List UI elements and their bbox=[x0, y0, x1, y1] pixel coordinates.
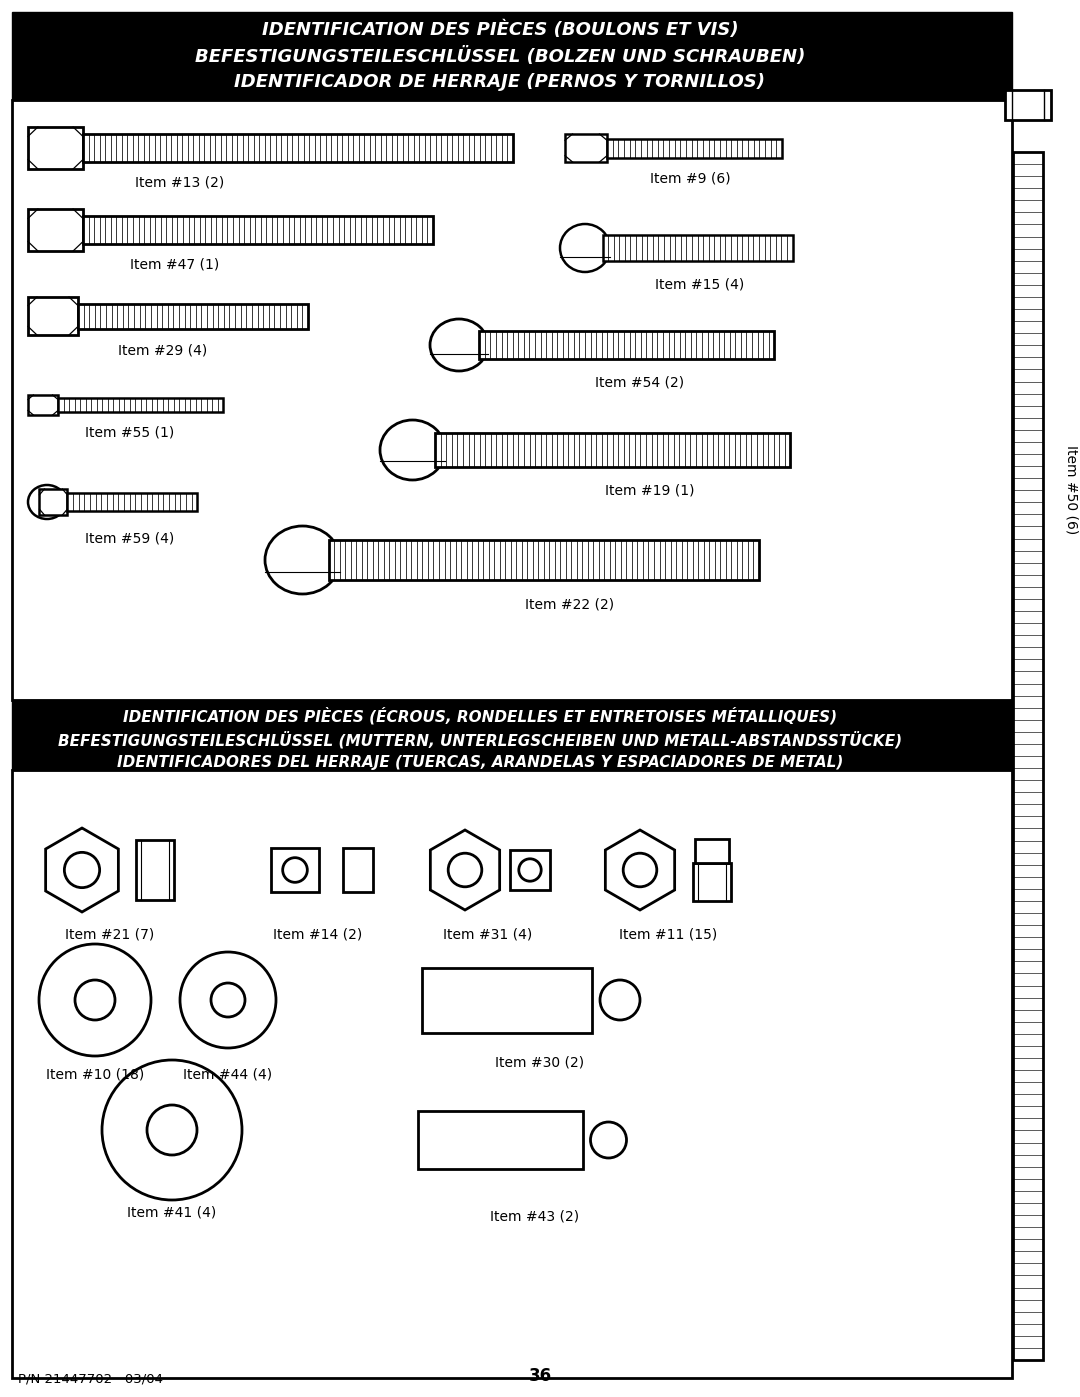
Bar bbox=[343, 848, 373, 893]
Text: Item #31 (4): Item #31 (4) bbox=[444, 928, 532, 942]
Bar bbox=[607, 138, 782, 158]
Bar bbox=[67, 493, 198, 511]
Text: BEFESTIGUNGSTEILESCHLÜSSEL (BOLZEN UND SCHRAUBEN): BEFESTIGUNGSTEILESCHLÜSSEL (BOLZEN UND S… bbox=[194, 46, 806, 66]
Bar bbox=[28, 127, 83, 169]
Bar bbox=[12, 13, 1012, 101]
Bar bbox=[418, 1111, 582, 1169]
Text: Item #47 (1): Item #47 (1) bbox=[131, 258, 219, 272]
Bar bbox=[480, 331, 774, 359]
Text: Item #19 (1): Item #19 (1) bbox=[605, 483, 694, 497]
Bar bbox=[693, 862, 731, 901]
Text: Item #50 (6): Item #50 (6) bbox=[1065, 446, 1079, 535]
Text: Item #44 (4): Item #44 (4) bbox=[184, 1067, 272, 1083]
Ellipse shape bbox=[28, 485, 66, 520]
Text: Item #9 (6): Item #9 (6) bbox=[650, 172, 730, 186]
Bar bbox=[12, 101, 1012, 700]
Circle shape bbox=[147, 1105, 197, 1155]
Text: BEFESTIGUNGSTEILESCHLÜSSEL (MUTTERN, UNTERLEGSCHEIBEN UND METALL-ABSTANDSSTÜCKE): BEFESTIGUNGSTEILESCHLÜSSEL (MUTTERN, UNT… bbox=[58, 731, 902, 749]
Ellipse shape bbox=[265, 527, 340, 594]
Bar bbox=[28, 210, 83, 251]
Text: P/N 21447702   03/04: P/N 21447702 03/04 bbox=[18, 1372, 163, 1384]
Text: Item #43 (2): Item #43 (2) bbox=[490, 1210, 580, 1224]
Bar bbox=[603, 235, 793, 261]
Circle shape bbox=[180, 951, 276, 1048]
Circle shape bbox=[283, 858, 308, 883]
Text: 36: 36 bbox=[528, 1368, 552, 1384]
Circle shape bbox=[65, 852, 99, 887]
Circle shape bbox=[211, 983, 245, 1017]
Polygon shape bbox=[45, 828, 119, 912]
Text: IDENTIFICADOR DE HERRAJE (PERNOS Y TORNILLOS): IDENTIFICADOR DE HERRAJE (PERNOS Y TORNI… bbox=[234, 73, 766, 91]
Circle shape bbox=[600, 981, 640, 1020]
Text: Item #11 (15): Item #11 (15) bbox=[619, 928, 717, 942]
Ellipse shape bbox=[430, 319, 488, 372]
Bar bbox=[12, 700, 1012, 770]
Polygon shape bbox=[606, 830, 675, 909]
Bar bbox=[78, 303, 308, 328]
Polygon shape bbox=[430, 830, 500, 909]
Bar bbox=[83, 217, 433, 244]
Bar bbox=[1013, 152, 1043, 1361]
Text: Item #15 (4): Item #15 (4) bbox=[656, 278, 744, 292]
Bar bbox=[83, 134, 513, 162]
Bar bbox=[58, 398, 222, 412]
Text: IDENTIFICATION DES PIÈCES (BOULONS ET VIS): IDENTIFICATION DES PIÈCES (BOULONS ET VI… bbox=[261, 21, 739, 39]
Bar bbox=[422, 968, 592, 1032]
Bar bbox=[28, 395, 58, 415]
Ellipse shape bbox=[380, 420, 445, 481]
Bar bbox=[39, 489, 67, 515]
Text: Item #21 (7): Item #21 (7) bbox=[66, 928, 154, 942]
Bar bbox=[1005, 89, 1051, 120]
Text: IDENTIFICATION DES PIÈCES (ÉCROUS, RONDELLES ET ENTRETOISES MÉTALLIQUES): IDENTIFICATION DES PIÈCES (ÉCROUS, RONDE… bbox=[123, 707, 837, 725]
Text: Item #10 (18): Item #10 (18) bbox=[45, 1067, 144, 1083]
Bar bbox=[694, 840, 729, 862]
Bar bbox=[12, 770, 1012, 1377]
Text: Item #14 (2): Item #14 (2) bbox=[273, 928, 363, 942]
Bar bbox=[28, 298, 78, 335]
Circle shape bbox=[623, 854, 657, 887]
Bar bbox=[328, 541, 759, 580]
Text: Item #41 (4): Item #41 (4) bbox=[127, 1206, 217, 1220]
Text: Item #59 (4): Item #59 (4) bbox=[85, 532, 175, 546]
Circle shape bbox=[518, 859, 541, 882]
Text: Item #30 (2): Item #30 (2) bbox=[496, 1055, 584, 1069]
Circle shape bbox=[75, 981, 114, 1020]
Text: Item #54 (2): Item #54 (2) bbox=[595, 374, 685, 388]
Bar bbox=[510, 849, 550, 890]
Bar bbox=[136, 840, 174, 900]
Text: IDENTIFICADORES DEL HERRAJE (TUERCAS, ARANDELAS Y ESPACIADORES DE METAL): IDENTIFICADORES DEL HERRAJE (TUERCAS, AR… bbox=[117, 754, 843, 770]
Bar bbox=[435, 433, 791, 467]
Circle shape bbox=[448, 854, 482, 887]
Text: Item #55 (1): Item #55 (1) bbox=[85, 425, 175, 439]
Text: Item #13 (2): Item #13 (2) bbox=[135, 175, 225, 189]
Circle shape bbox=[39, 944, 151, 1056]
Circle shape bbox=[591, 1122, 626, 1158]
Ellipse shape bbox=[561, 224, 610, 272]
Text: Item #22 (2): Item #22 (2) bbox=[526, 598, 615, 612]
Circle shape bbox=[102, 1060, 242, 1200]
Bar bbox=[565, 134, 607, 162]
Bar bbox=[271, 848, 319, 893]
Text: Item #29 (4): Item #29 (4) bbox=[119, 344, 207, 358]
